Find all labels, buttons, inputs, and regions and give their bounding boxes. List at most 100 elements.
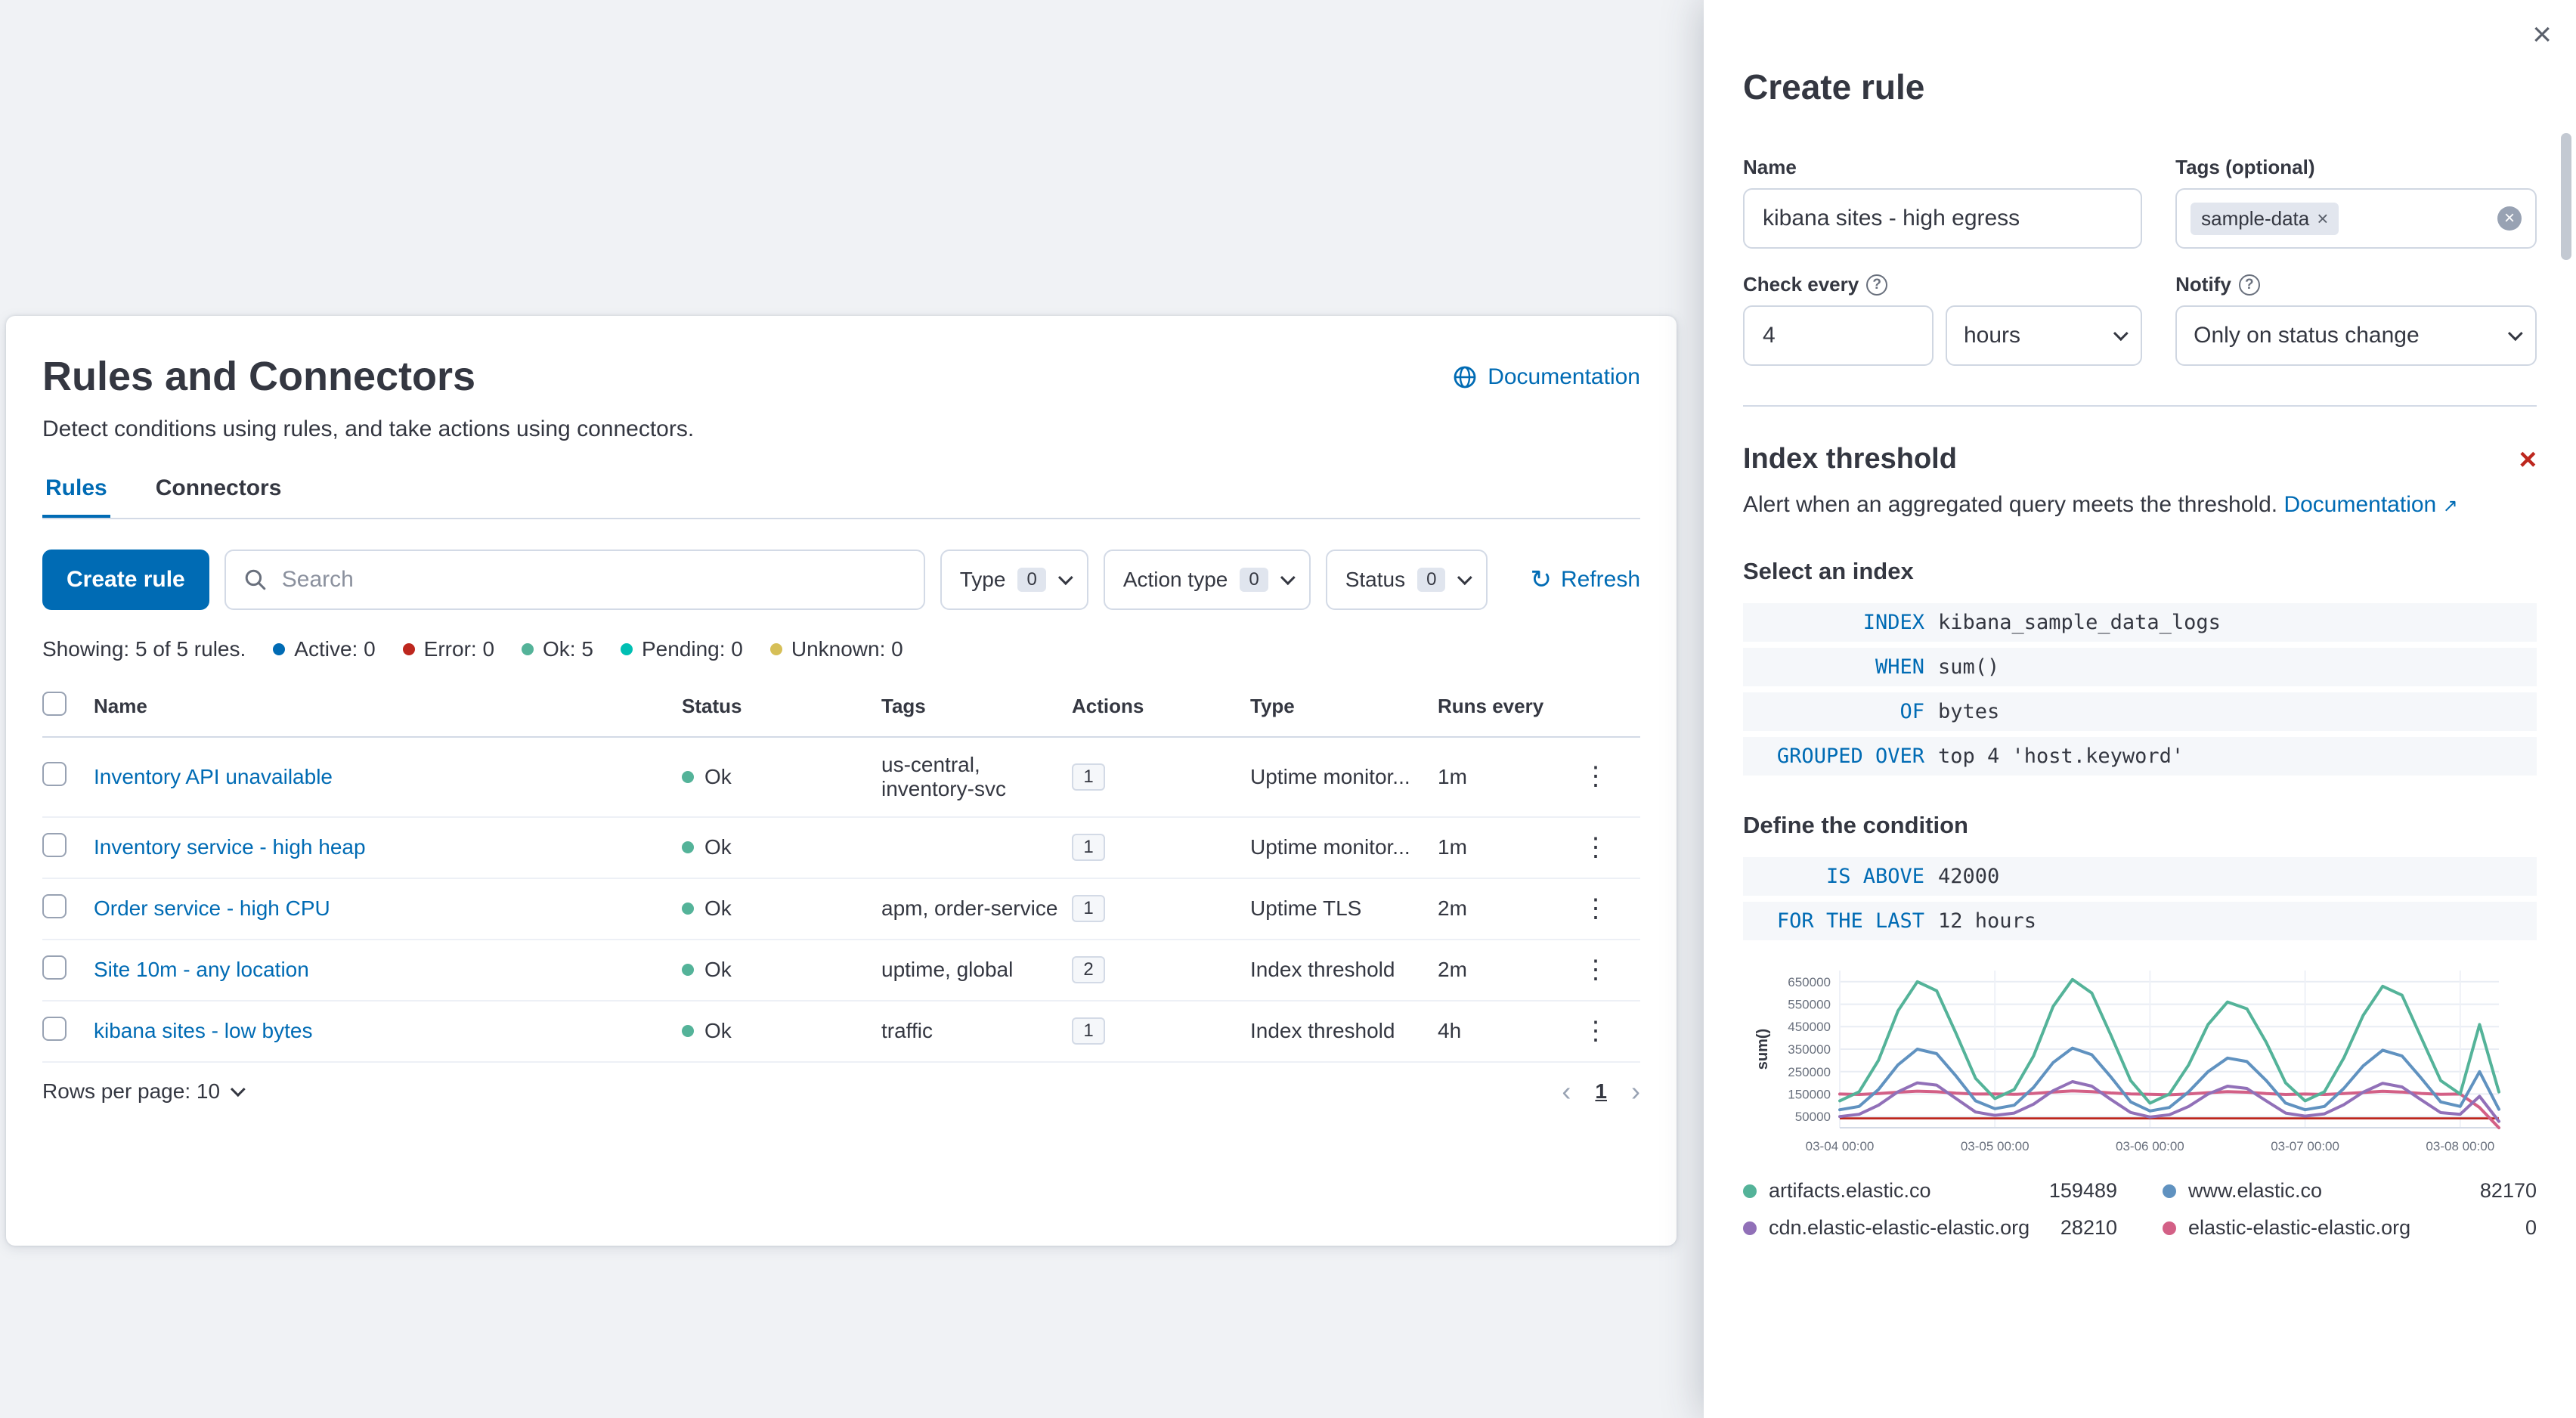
expression-of[interactable]: OF bytes (1743, 692, 2537, 731)
svg-text:03-04 00:00: 03-04 00:00 (1806, 1139, 1875, 1153)
legend-dot (1743, 1221, 1757, 1235)
chart-legend: artifacts.elastic.co 159489 www.elastic.co… (1743, 1179, 2537, 1240)
type-cell: Uptime TLS (1250, 878, 1438, 940)
legend-item-2[interactable]: cdn.elastic-elastic-elastic.org 28210 (1743, 1216, 2117, 1240)
stat-error-label: Error: 0 (423, 636, 495, 661)
rules-and-connectors-card: Rules and Connectors Documentation Detec… (6, 316, 1677, 1246)
rule-type-description: Alert when an aggregated query meets the… (1743, 488, 2537, 522)
status-dot (682, 841, 694, 854)
rule-type-documentation-link[interactable]: Documentation ↗ (2283, 492, 2457, 517)
next-page-icon[interactable]: › (1631, 1075, 1640, 1107)
column-header-status[interactable]: Status (682, 679, 881, 738)
define-condition-heading: Define the condition (1743, 812, 1968, 838)
previous-page-icon[interactable]: ‹ (1562, 1075, 1571, 1107)
legend-dot (2163, 1184, 2176, 1198)
notify-value: Only on status change (2194, 323, 2420, 348)
rule-name-link[interactable]: Inventory API unavailable (94, 764, 333, 788)
column-header-actions[interactable]: Actions (1072, 679, 1250, 738)
select-all-checkbox[interactable] (42, 691, 67, 716)
actions-count-badge: 1 (1072, 834, 1105, 862)
row-actions-menu-icon[interactable]: ⋮ (1583, 762, 1608, 791)
search-input[interactable] (278, 565, 906, 594)
filter-type[interactable]: Type 0 (940, 549, 1088, 610)
check-every-unit-select[interactable]: hours (1946, 305, 2143, 366)
rows-per-page-button[interactable]: Rows per page: 10 (42, 1079, 246, 1104)
expression-grouped-over[interactable]: GROUPED OVER top 4 'host.keyword' (1743, 737, 2537, 776)
filter-action-type-label: Action type (1122, 567, 1228, 591)
row-checkbox[interactable] (42, 955, 67, 980)
rule-name-link[interactable]: kibana sites - low bytes (94, 1019, 313, 1043)
tab-rules[interactable]: Rules (42, 460, 110, 518)
rule-name-link[interactable]: Order service - high CPU (94, 896, 330, 921)
tags-cell: uptime, global (881, 939, 1072, 1002)
clear-tags-button[interactable]: × (2497, 206, 2522, 231)
expression-is-above[interactable]: IS ABOVE 42000 (1743, 857, 2537, 896)
expression-value: top 4 'host.keyword' (1938, 745, 2184, 768)
row-checkbox[interactable] (42, 762, 67, 787)
expression-keyword: WHEN (1875, 655, 1924, 679)
rule-name-link[interactable]: Inventory service - high heap (94, 835, 366, 859)
filter-status[interactable]: Status 0 (1325, 549, 1488, 610)
row-checkbox[interactable] (42, 893, 67, 918)
column-header-name[interactable]: Name (94, 679, 682, 738)
showing-count: Showing: 5 of 5 rules. (42, 636, 246, 661)
help-icon[interactable] (1866, 274, 1888, 296)
page-number[interactable]: 1 (1595, 1079, 1607, 1103)
expression-value: bytes (1938, 700, 2000, 723)
svg-text:03-05 00:00: 03-05 00:00 (1961, 1139, 2030, 1153)
chevron-down-icon (1280, 570, 1296, 585)
expression-for-the-last[interactable]: FOR THE LAST 12 hours (1743, 902, 2537, 940)
table-row: Site 10m - any location Ok uptime, globa… (42, 939, 1640, 1002)
flyout-scrollbar[interactable] (2561, 133, 2571, 260)
legend-dot (1743, 1184, 1757, 1198)
expression-value: sum() (1938, 655, 2000, 679)
actions-count-badge: 1 (1072, 895, 1105, 923)
column-header-tags[interactable]: Tags (881, 679, 1072, 738)
condition-expression-list: IS ABOVE 42000 FOR THE LAST 12 hours (1743, 857, 2537, 940)
stat-ok-label: Ok: 5 (543, 636, 593, 661)
row-actions-menu-icon[interactable]: ⋮ (1583, 955, 1608, 984)
row-checkbox[interactable] (42, 832, 67, 857)
remove-rule-type-icon[interactable]: × (2519, 442, 2537, 476)
table-row: Order service - high CPU Ok apm, order-s… (42, 878, 1640, 940)
type-cell: Index threshold (1250, 1000, 1438, 1063)
column-header-type[interactable]: Type (1250, 679, 1438, 738)
legend-item-3[interactable]: elastic-elastic-elastic.org 0 (2163, 1216, 2537, 1240)
create-rule-button[interactable]: Create rule (42, 549, 209, 610)
help-icon[interactable] (2238, 274, 2260, 296)
pagination: ‹ 1 › (1562, 1075, 1640, 1107)
rule-name-link[interactable]: Site 10m - any location (94, 958, 309, 982)
legend-item-0[interactable]: artifacts.elastic.co 159489 (1743, 1179, 2117, 1203)
check-every-value-input[interactable] (1743, 305, 1934, 366)
search-box[interactable] (224, 549, 925, 610)
row-actions-menu-icon[interactable]: ⋮ (1583, 832, 1608, 862)
status-dot (682, 1025, 694, 1038)
refresh-button[interactable]: ↻ Refresh (1530, 567, 1640, 593)
type-cell: Uptime monitor... (1250, 816, 1438, 879)
index-expression-list: INDEX kibana_sample_data_logs WHEN sum()… (1743, 603, 2537, 776)
filter-status-count: 0 (1417, 567, 1446, 592)
close-icon[interactable]: × (2532, 16, 2552, 53)
expression-when[interactable]: WHEN sum() (1743, 648, 2537, 686)
legend-item-1[interactable]: www.elastic.co 82170 (2163, 1179, 2537, 1203)
expression-index[interactable]: INDEX kibana_sample_data_logs (1743, 603, 2537, 642)
stat-active: Active: 0 (273, 637, 376, 661)
actions-count-badge: 1 (1072, 763, 1105, 791)
rule-name-input[interactable] (1743, 188, 2143, 249)
filter-action-type[interactable]: Action type 0 (1103, 549, 1311, 610)
row-actions-menu-icon[interactable]: ⋮ (1583, 1016, 1608, 1045)
column-header-runs-every[interactable]: Runs every (1438, 679, 1583, 738)
remove-tag-icon[interactable]: × (2317, 207, 2329, 230)
tag-pill[interactable]: sample-data × (2191, 202, 2339, 235)
chevron-down-icon (1457, 570, 1473, 585)
tags-combobox[interactable]: sample-data × × (2175, 188, 2537, 249)
tab-connectors[interactable]: Connectors (155, 475, 282, 500)
documentation-link[interactable]: Documentation (1453, 364, 1640, 390)
legend-series-value: 82170 (2479, 1179, 2537, 1202)
table-row: Inventory service - high heap Ok 1 Uptim… (42, 816, 1640, 879)
row-actions-menu-icon[interactable]: ⋮ (1583, 893, 1608, 923)
status-text: Ok (704, 896, 732, 921)
svg-text:250000: 250000 (1788, 1065, 1831, 1079)
row-checkbox[interactable] (42, 1016, 67, 1041)
notify-select[interactable]: Only on status change (2175, 305, 2537, 366)
